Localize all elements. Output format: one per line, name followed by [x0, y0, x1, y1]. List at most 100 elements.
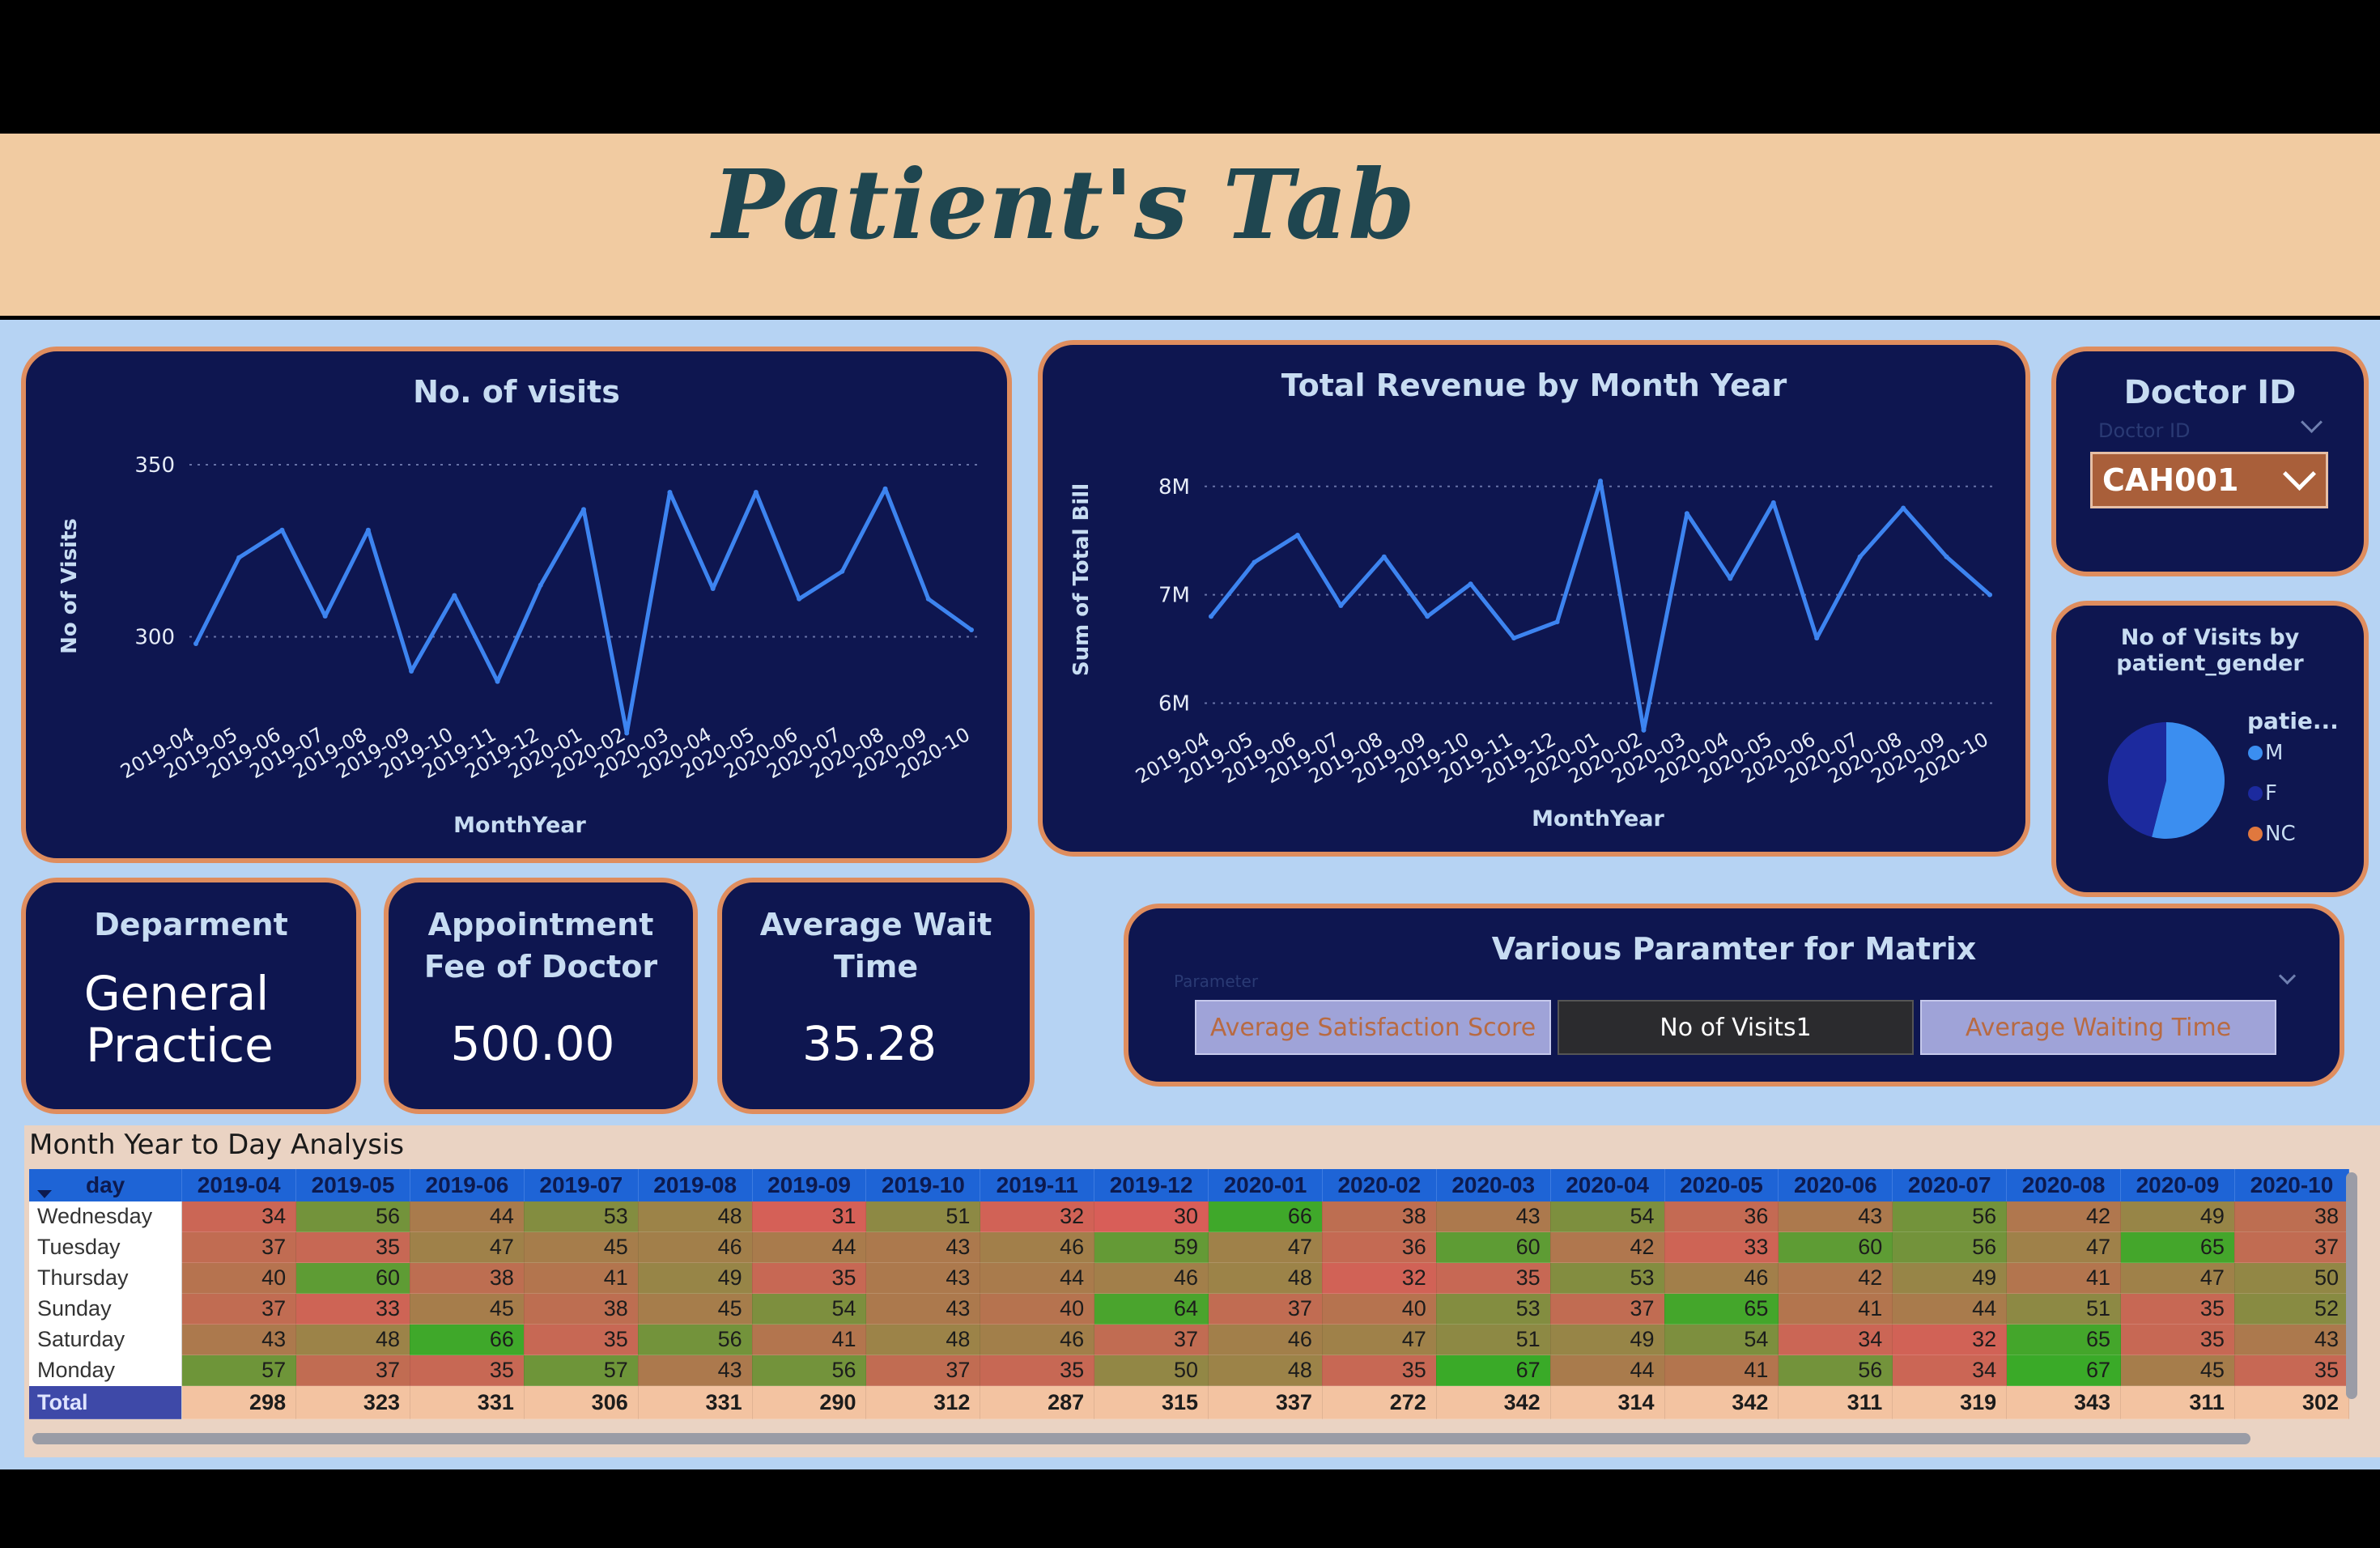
- matrix-cell[interactable]: 43: [865, 1231, 981, 1263]
- matrix-cell[interactable]: 56: [1892, 1231, 2008, 1263]
- matrix-row-header[interactable]: Thursday: [29, 1262, 183, 1294]
- matrix-cell[interactable]: 30: [1094, 1201, 1209, 1232]
- matrix-column-header[interactable]: 2020-01: [1208, 1169, 1323, 1201]
- data-point[interactable]: [1468, 581, 1473, 587]
- matrix-cell[interactable]: 35: [524, 1324, 639, 1355]
- matrix-cell[interactable]: 35: [752, 1262, 867, 1294]
- matrix-cell[interactable]: 66: [410, 1324, 525, 1355]
- matrix-cell[interactable]: 38: [410, 1262, 525, 1294]
- matrix-column-header[interactable]: 2020-10: [2234, 1169, 2349, 1201]
- matrix-cell[interactable]: 35: [980, 1354, 1095, 1386]
- gender-pie-card[interactable]: No of Visits by patient_gender patie... …: [2051, 601, 2369, 897]
- matrix-cell[interactable]: 35: [2120, 1324, 2235, 1355]
- matrix-cell[interactable]: 42: [2006, 1201, 2122, 1232]
- matrix-cell[interactable]: 43: [2234, 1324, 2349, 1355]
- matrix-cell[interactable]: 56: [1892, 1201, 2008, 1232]
- matrix-cell[interactable]: 53: [1550, 1262, 1665, 1294]
- data-point[interactable]: [882, 486, 888, 491]
- matrix-cell[interactable]: 47: [1208, 1231, 1323, 1263]
- sort-arrow-icon[interactable]: [37, 1190, 52, 1198]
- matrix-cell[interactable]: 37: [1550, 1293, 1665, 1325]
- matrix-cell[interactable]: 51: [865, 1201, 981, 1232]
- matrix-vertical-scrollbar[interactable]: [2346, 1172, 2357, 1399]
- matrix-cell[interactable]: 44: [752, 1231, 867, 1263]
- matrix-cell[interactable]: 60: [1778, 1231, 1893, 1263]
- matrix-cell[interactable]: 44: [1892, 1293, 2008, 1325]
- matrix-cell[interactable]: 33: [295, 1293, 410, 1325]
- matrix-cell[interactable]: 38: [1322, 1201, 1437, 1232]
- matrix-cell[interactable]: 43: [181, 1324, 297, 1355]
- pie-slice-m[interactable]: [2152, 722, 2225, 839]
- matrix-cell[interactable]: 54: [1664, 1324, 1779, 1355]
- data-point[interactable]: [1338, 603, 1344, 608]
- matrix-cell[interactable]: 40: [980, 1293, 1095, 1325]
- data-point[interactable]: [797, 596, 802, 602]
- data-point[interactable]: [365, 527, 371, 533]
- matrix-cell[interactable]: 32: [1892, 1324, 2008, 1355]
- matrix-cell[interactable]: 65: [1664, 1293, 1779, 1325]
- legend-label[interactable]: F: [2265, 781, 2277, 806]
- matrix-cell[interactable]: 34: [1892, 1354, 2008, 1386]
- matrix-column-header[interactable]: 2019-06: [410, 1169, 525, 1201]
- data-point[interactable]: [322, 614, 328, 619]
- matrix-cell[interactable]: 65: [2120, 1231, 2235, 1263]
- matrix-cell[interactable]: 41: [1664, 1354, 1779, 1386]
- data-point[interactable]: [495, 678, 500, 684]
- matrix-cell[interactable]: 43: [865, 1262, 981, 1294]
- matrix-cell[interactable]: 36: [1322, 1231, 1437, 1263]
- legend-label[interactable]: NC: [2265, 822, 2296, 846]
- matrix-cell[interactable]: 35: [410, 1354, 525, 1386]
- matrix-cell[interactable]: 43: [865, 1293, 981, 1325]
- matrix-cell[interactable]: 60: [1436, 1231, 1551, 1263]
- matrix-row-header[interactable]: Monday: [29, 1354, 183, 1386]
- data-point[interactable]: [1252, 559, 1257, 565]
- data-point[interactable]: [1684, 511, 1689, 517]
- matrix-cell[interactable]: 47: [1322, 1324, 1437, 1355]
- matrix-cell[interactable]: 46: [638, 1231, 753, 1263]
- matrix-cell[interactable]: 42: [1778, 1262, 1893, 1294]
- doctor-id-dropdown[interactable]: CAH001: [2090, 452, 2328, 508]
- matrix-cell[interactable]: 47: [2120, 1262, 2235, 1294]
- data-point[interactable]: [753, 490, 759, 495]
- matrix-cell[interactable]: 45: [524, 1231, 639, 1263]
- matrix-cell[interactable]: 47: [410, 1231, 525, 1263]
- matrix-cell[interactable]: 37: [181, 1231, 297, 1263]
- matrix-cell[interactable]: 44: [410, 1201, 525, 1232]
- matrix-cell[interactable]: 45: [2120, 1354, 2235, 1386]
- matrix-column-header[interactable]: 2020-03: [1436, 1169, 1551, 1201]
- matrix-cell[interactable]: 40: [181, 1262, 297, 1294]
- matrix-cell[interactable]: 40: [1322, 1293, 1437, 1325]
- data-point[interactable]: [925, 596, 931, 602]
- matrix-cell[interactable]: 46: [980, 1324, 1095, 1355]
- data-point[interactable]: [581, 507, 586, 512]
- data-point[interactable]: [538, 582, 543, 588]
- matrix-cell[interactable]: 46: [1208, 1324, 1323, 1355]
- matrix-cell[interactable]: 31: [752, 1201, 867, 1232]
- matrix-cell[interactable]: 54: [752, 1293, 867, 1325]
- matrix-cell[interactable]: 45: [410, 1293, 525, 1325]
- matrix-cell[interactable]: 49: [1550, 1324, 1665, 1355]
- matrix-cell[interactable]: 57: [524, 1354, 639, 1386]
- matrix-cell[interactable]: 48: [1208, 1354, 1323, 1386]
- matrix-column-header[interactable]: 2019-09: [752, 1169, 867, 1201]
- legend-label[interactable]: M: [2265, 741, 2283, 765]
- matrix-cell[interactable]: 51: [2006, 1293, 2122, 1325]
- matrix-column-header[interactable]: 2020-05: [1664, 1169, 1779, 1201]
- matrix-cell[interactable]: 37: [865, 1354, 981, 1386]
- matrix-cell[interactable]: 44: [1550, 1354, 1665, 1386]
- matrix-cell[interactable]: 43: [1436, 1201, 1551, 1232]
- matrix-cell[interactable]: 35: [1436, 1262, 1551, 1294]
- matrix-cell[interactable]: 46: [1094, 1262, 1209, 1294]
- visits-chart-card[interactable]: No. of visits 350 300 2019-04 2019-05 2019-…: [21, 347, 1012, 863]
- matrix-cell[interactable]: 48: [865, 1324, 981, 1355]
- matrix-cell[interactable]: 46: [1664, 1262, 1779, 1294]
- data-point[interactable]: [1425, 614, 1430, 619]
- matrix-cell[interactable]: 65: [2006, 1324, 2122, 1355]
- data-point[interactable]: [1598, 478, 1603, 484]
- matrix-cell[interactable]: 34: [1778, 1324, 1893, 1355]
- matrix-cell[interactable]: 41: [1778, 1293, 1893, 1325]
- matrix-cell[interactable]: 37: [2234, 1231, 2349, 1263]
- matrix-column-header[interactable]: 2019-10: [865, 1169, 981, 1201]
